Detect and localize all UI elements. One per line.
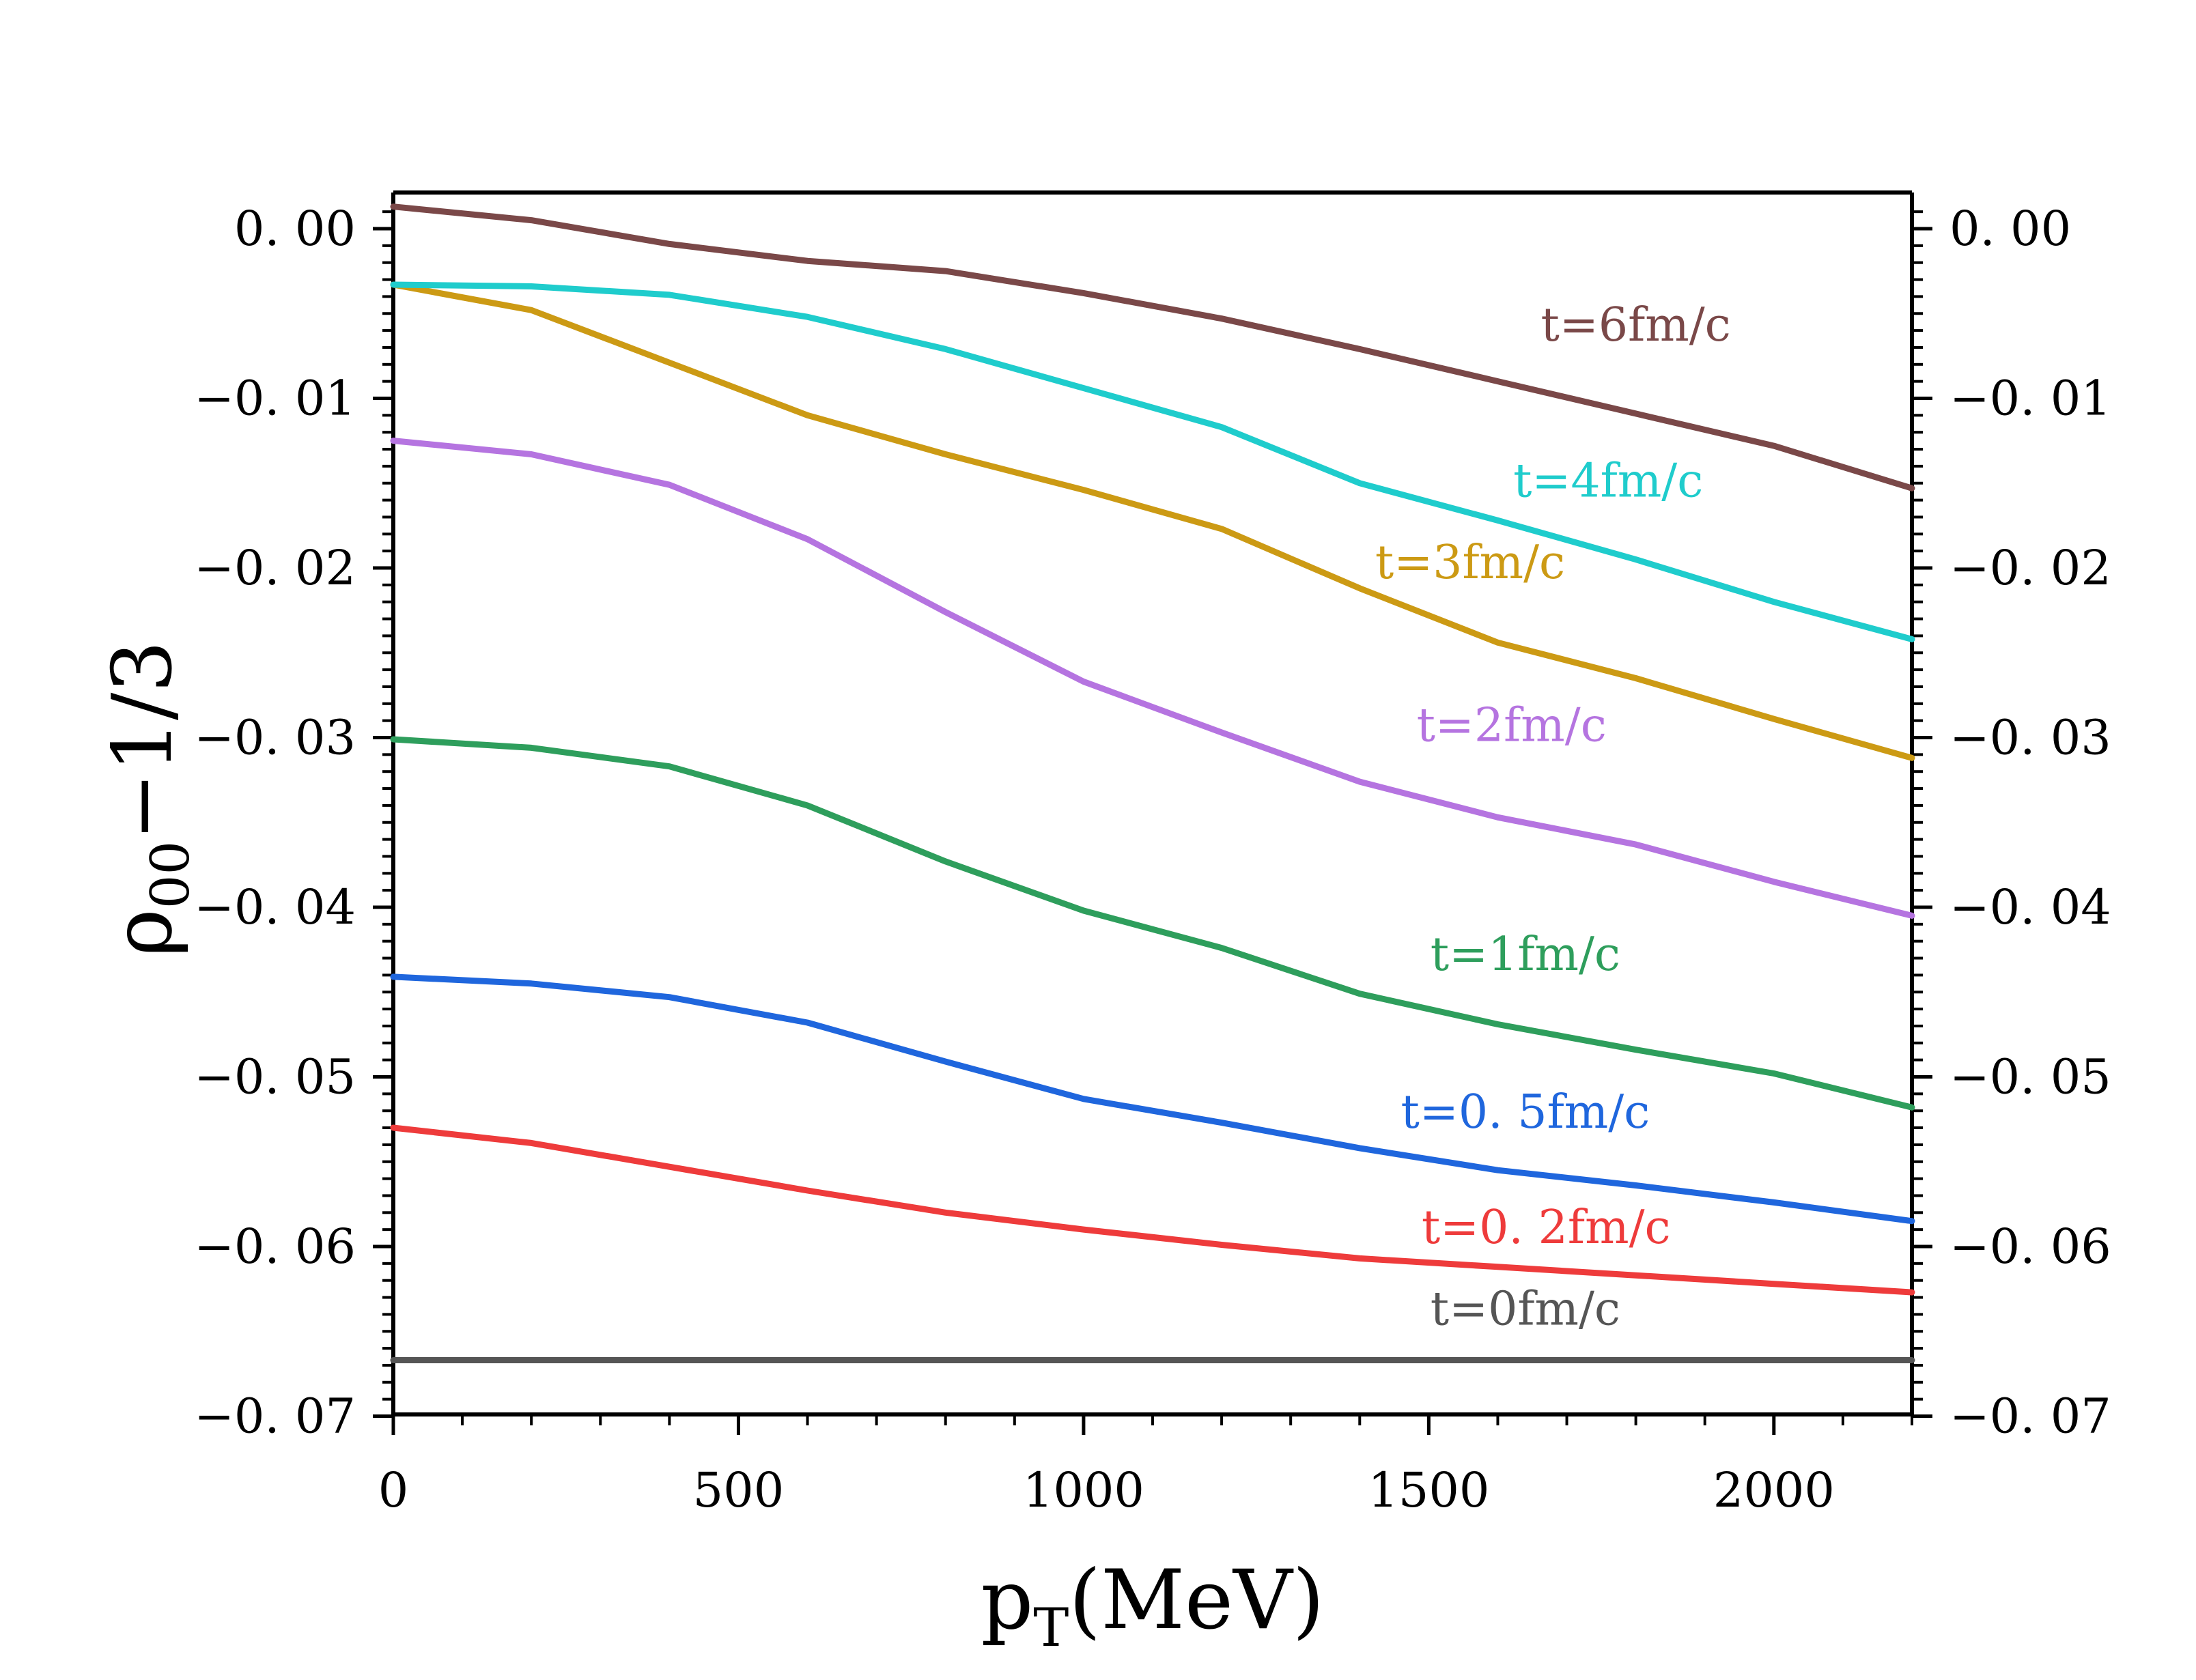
x-tick-label: 500 (693, 1462, 785, 1518)
y-tick-label-left: −0. 04 (194, 879, 356, 935)
series-label-t-4fm-c: t=4fm/c (1513, 455, 1703, 509)
series-label-t-1fm-c: t=1fm/c (1431, 928, 1620, 982)
series-line-t-3fm-c (390, 281, 1915, 761)
y-tick-label-left: −0. 05 (194, 1049, 356, 1105)
tick-labels: 0 500 1000 1500 2000 0. 00 0. 00 −0. 01 −0. 01 −0… (194, 201, 2111, 1518)
series-line-t-1fm-c (390, 736, 1915, 1111)
plot-frame (391, 190, 1914, 1416)
y-tick-label-left: −0. 07 (194, 1389, 356, 1444)
x-axis-title: pT(MeV) (981, 1553, 1324, 1659)
series-line-t-6fm-c (390, 203, 1915, 492)
series-label-t-6fm-c: t=6fm/c (1541, 298, 1731, 352)
y-tick-label-right: −0. 04 (1949, 879, 2111, 935)
y-tick-label-left: −0. 06 (194, 1219, 356, 1275)
y-tick-label-right: −0. 01 (1949, 371, 2111, 427)
y-tick-label-right: −0. 05 (1949, 1049, 2111, 1105)
series-label-t-0-5fm-c: t=0. 5fm/c (1401, 1085, 1650, 1139)
y-tick-label-left: −0. 03 (194, 710, 356, 766)
axis-ticks (373, 210, 1932, 1435)
series-label-t-0fm-c: t=0fm/c (1431, 1282, 1620, 1336)
y-tick-label-left: −0. 01 (194, 371, 356, 427)
y-tick-label-right: −0. 07 (1949, 1389, 2111, 1444)
x-tick-label: 1000 (1023, 1462, 1144, 1518)
series-line-t-4fm-c (390, 281, 1915, 642)
y-tick-label-right: 0. 00 (1949, 201, 2071, 257)
series-line-t-2fm-c (390, 438, 1915, 919)
series-label-t-0-2fm-c: t=0. 2fm/c (1422, 1201, 1671, 1255)
series-lines (390, 203, 1915, 1363)
series-label-t-3fm-c: t=3fm/c (1375, 536, 1565, 590)
x-tick-label: 1500 (1368, 1462, 1489, 1518)
y-tick-label-left: 0. 00 (234, 201, 356, 257)
y-tick-label-right: −0. 06 (1949, 1219, 2111, 1275)
series-labels: t=0fm/c t=0. 2fm/c t=0. 5fm/c t=1fm/c t=2fm/… (1375, 298, 1731, 1336)
series-line-t-0-2fm-c (390, 1124, 1915, 1296)
x-tick-label: 2000 (1713, 1462, 1835, 1518)
y-axis-title: ρ00−1/3 (96, 640, 201, 956)
y-tick-label-left: −0. 02 (194, 540, 356, 596)
series-label-t-2fm-c: t=2fm/c (1417, 698, 1607, 752)
series-line-t-0-5fm-c (390, 973, 1915, 1225)
x-tick-label: 0 (378, 1462, 409, 1518)
y-tick-label-right: −0. 02 (1949, 540, 2111, 596)
y-tick-label-right: −0. 03 (1949, 710, 2111, 766)
